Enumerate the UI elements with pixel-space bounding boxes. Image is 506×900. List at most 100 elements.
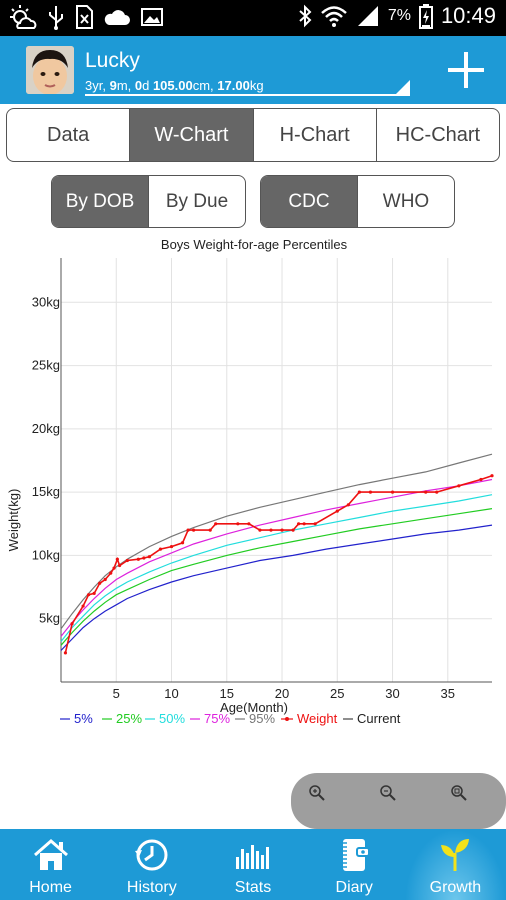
zoom-reset-icon[interactable] [449,783,469,803]
weight-point [346,503,350,507]
weight-point [192,528,196,532]
nav-home[interactable]: Home [0,829,101,900]
weight-point [247,522,251,526]
weather-icon [10,5,37,29]
y-tick-label: 10kg [32,547,60,562]
weight-point [115,557,119,561]
x-tick-label: 15 [220,686,234,701]
image-icon [141,8,163,26]
zoom-in-icon[interactable] [307,783,327,803]
nav-growth-label: Growth [429,879,482,896]
weight-point [109,571,113,575]
age-days-unit: d [142,78,153,93]
y-tick-label: 25kg [32,358,60,373]
avatar[interactable] [26,46,74,94]
series-line-5pct [60,524,493,651]
weight-point [87,593,91,597]
profile-name[interactable]: Lucky [85,49,140,72]
by-due-button[interactable]: By Due [148,176,245,227]
bottom-nav: Home History Stats [0,829,506,900]
weight-point [169,544,174,549]
tab-h-chart[interactable]: H-Chart [254,109,377,161]
weight-point [302,522,306,526]
weight-point [92,591,96,596]
weight-point [313,522,317,526]
y-tick-label: 20kg [32,421,60,436]
nav-stats[interactable]: Stats [202,829,303,900]
battery-percent: 7% [387,7,411,24]
spinner-corner-icon[interactable] [394,80,410,96]
legend-label: 25% [116,711,142,726]
weight-point [335,509,339,513]
weight-point [435,490,439,494]
tab-data[interactable]: Data [7,109,131,161]
legend-label: 50% [159,711,185,726]
weight-point [186,528,190,532]
nav-growth[interactable]: Growth [404,829,506,900]
weight-point [70,622,74,626]
wifi-icon [320,6,347,27]
weight-point [158,547,163,551]
weight-point [103,577,107,582]
y-axis-label: Weight(kg) [6,489,21,552]
weight-point [236,522,240,526]
series-line-25pct [60,508,493,646]
weight-point [98,581,102,585]
age-years-unit: yr, [92,78,110,93]
x-axis-label: Age(Month) [220,700,288,715]
nav-diary-label: Diary [335,879,373,896]
status-right-icons: 7% 10:49 [298,3,496,29]
weight-chart[interactable]: Boys Weight-for-age Percentiles 5 10 15 20 25… [0,232,506,742]
usb-icon [49,6,63,30]
who-button[interactable]: WHO [357,176,454,227]
chart-canvas[interactable]: Boys Weight-for-age Percentiles 5 10 15 20 25… [0,232,506,742]
zoom-out-icon[interactable] [378,783,398,803]
nav-history-label: History [126,879,177,896]
weight-point [125,558,129,563]
weight-point [63,651,68,655]
add-button[interactable] [445,50,487,92]
status-left-icons [8,4,164,30]
chart-title: Boys Weight-for-age Percentiles [161,237,348,252]
weight-point [112,566,116,570]
standard-toggle: CDC WHO [260,175,455,228]
series-line-95pct [60,453,493,630]
weight-point [479,477,483,482]
weight-point [291,528,295,532]
weight-point [490,474,494,478]
age-months: 9 [109,78,117,93]
y-tick-label: 30kg [32,294,60,309]
weight-point [81,604,85,608]
date-basis-toggle: By DOB By Due [51,175,246,228]
nav-diary[interactable]: Diary [304,829,405,900]
weight-point [280,528,284,532]
x-tick-label: 35 [441,686,455,701]
cloud-icon [104,10,130,25]
weight-point [357,490,361,494]
x-tick-label: 5 [113,686,120,701]
weight-point [457,484,461,488]
diary-icon [343,839,371,871]
by-dob-button[interactable]: By DOB [52,176,148,227]
chart-tabs: Data W-Chart H-Chart HC-Chart [6,108,500,162]
x-tick-label: 30 [385,686,399,701]
weight-point [117,563,122,568]
weight-point [142,556,146,560]
weight-point [424,490,428,494]
tab-hc-chart[interactable]: HC-Chart [395,123,481,146]
legend-label: 75% [204,711,230,726]
bluetooth-icon [299,4,312,28]
legend-label: Current [357,711,401,726]
profile-summary[interactable]: 3yr, 9m, 0d 105.00cm, 17.00kg [85,78,264,93]
weight-unit: kg [249,78,264,93]
weight-point [180,541,185,545]
cdc-button[interactable]: CDC [261,176,357,227]
legend-label: Weight [297,711,338,726]
weight-value: 17.00 [217,78,250,93]
weight-point [208,528,212,532]
no-sim-icon [76,5,93,29]
nav-history[interactable]: History [101,829,202,900]
tab-w-chart[interactable]: W-Chart [130,109,254,161]
profile-header: Lucky 3yr, 9m, 0d 105.00cm, 17.00kg [0,36,506,104]
